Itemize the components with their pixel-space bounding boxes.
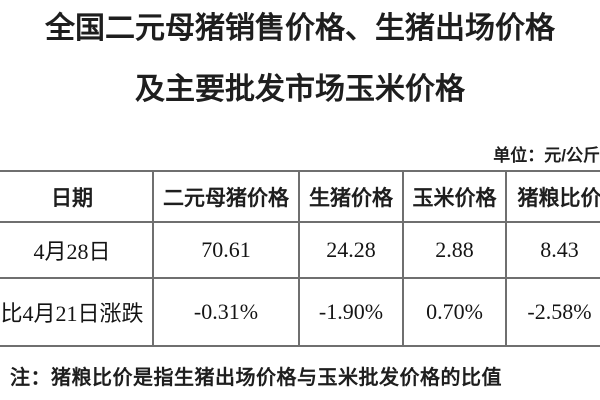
cell-hog-price: 24.28 [298, 221, 404, 279]
col-header-corn-price: 玉米价格 [402, 170, 507, 223]
cell-ratio: 8.43 [505, 221, 600, 279]
col-header-hog-price: 生猪价格 [298, 170, 404, 223]
col-header-sow-price: 二元母猪价格 [152, 170, 300, 223]
col-header-date: 日期 [0, 170, 154, 223]
price-table: 日期 二元母猪价格 生猪价格 玉米价格 猪粮比价 4月28日 70.61 24.… [0, 170, 600, 347]
cell-sow-price: 70.61 [152, 221, 300, 279]
note-text: 注：猪粮比价是指生猪出场价格与玉米批发价格的比值 [10, 367, 502, 389]
cell-corn-price-change: 0.70% [402, 277, 507, 347]
cell-change-label: 比4月21日涨跌 [0, 277, 154, 347]
cell-date: 4月28日 [0, 221, 154, 279]
table-header-row: 日期 二元母猪价格 生猪价格 玉米价格 猪粮比价 [0, 170, 600, 223]
page-title-line1: 全国二元母猪销售价格、生猪出场价格 [45, 12, 555, 45]
col-header-ratio: 猪粮比价 [505, 170, 600, 223]
unit-label: 单位：元/公斤 [493, 146, 600, 165]
page-title-line2: 及主要批发市场玉米价格 [135, 73, 465, 106]
cell-hog-price-change: -1.90% [298, 277, 404, 347]
cell-sow-price-change: -0.31% [152, 277, 300, 347]
table-row-change: 比4月21日涨跌 -0.31% -1.90% 0.70% -2.58% [0, 277, 600, 347]
cell-corn-price: 2.88 [402, 221, 507, 279]
table-row-current: 4月28日 70.61 24.28 2.88 8.43 [0, 221, 600, 279]
cell-ratio-change: -2.58% [505, 277, 600, 347]
